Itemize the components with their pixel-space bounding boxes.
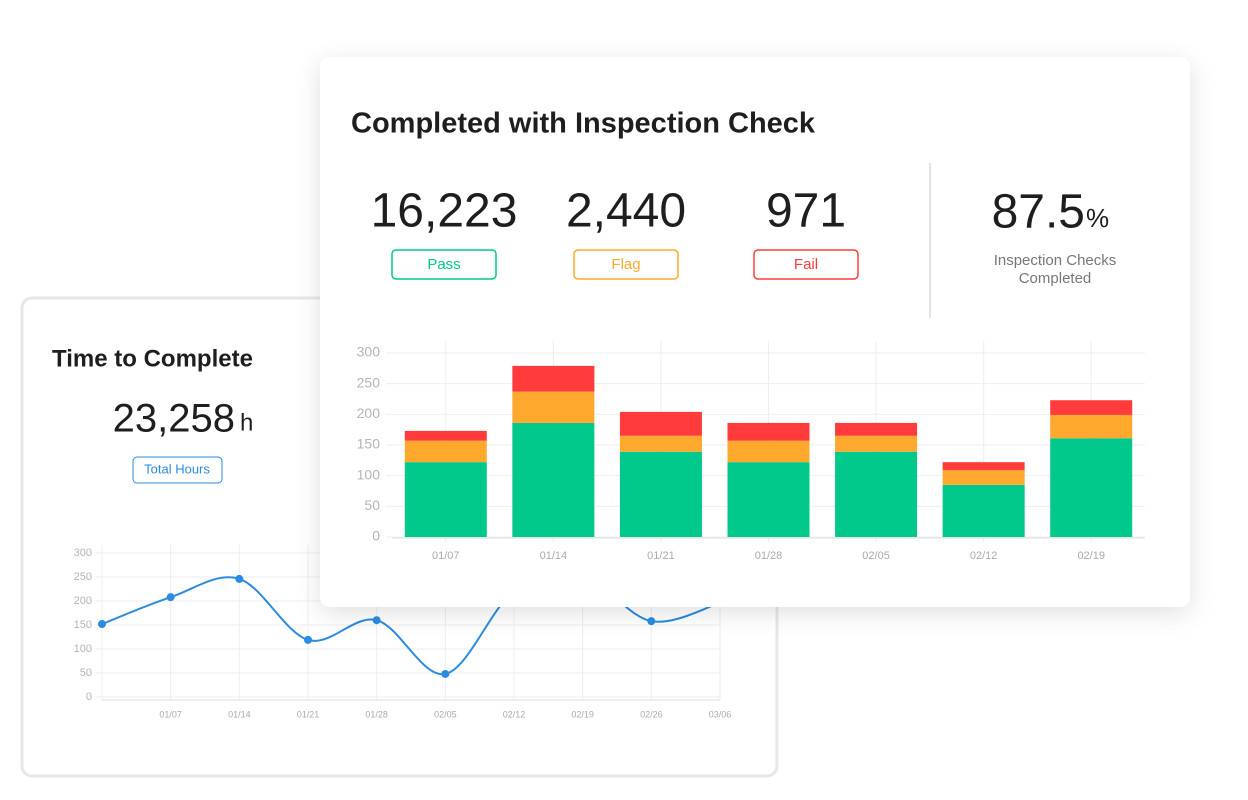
point — [235, 574, 244, 583]
x-tick-label: 02/12 — [503, 709, 526, 719]
bar-segment — [835, 422, 918, 436]
y-tick-label: 0 — [372, 528, 380, 544]
x-tick-label: 02/19 — [571, 709, 594, 719]
bar-segment — [512, 422, 595, 537]
bar-segment — [404, 440, 487, 463]
x-tick-label: 01/07 — [432, 550, 460, 562]
stat-value: 971 — [766, 185, 846, 238]
x-tick-label: 01/14 — [228, 709, 251, 719]
legend-label: Flag — [611, 256, 640, 273]
stat-label-box: Inspection Checks Completed — [993, 252, 1117, 287]
y-tick-label: 0 — [86, 691, 92, 703]
legend-badge — [753, 249, 859, 280]
bar-segment — [835, 451, 918, 537]
stat-label: Inspection Checks Completed — [993, 252, 1117, 287]
x-tick-label: 02/26 — [640, 709, 663, 719]
y-tick-label: 200 — [74, 595, 92, 607]
bar-segment — [727, 440, 810, 463]
bar-segment — [835, 435, 918, 452]
x-tick-label: 02/05 — [862, 550, 890, 562]
legend-label: Pass — [427, 256, 460, 273]
x-tick-label: 01/21 — [647, 550, 675, 562]
bar-segment — [512, 391, 595, 423]
stat-label: Total Hours — [144, 461, 210, 476]
point — [647, 617, 656, 626]
stat-badge — [132, 456, 223, 484]
card-title: Time to Complete — [52, 345, 253, 372]
bar-segment — [619, 411, 702, 436]
bar-segment — [404, 430, 487, 441]
y-tick-label: 200 — [357, 405, 381, 421]
point — [304, 635, 312, 644]
x-tick-label: 03/06 — [709, 709, 732, 719]
bar-segment — [619, 435, 702, 452]
x-tick-label: 01/28 — [365, 709, 388, 719]
bar-segment — [512, 365, 595, 392]
bar-segment — [942, 470, 1025, 485]
y-tick-label: 150 — [357, 436, 381, 452]
y-tick-label: 250 — [357, 374, 381, 390]
stat-value: 23,258 — [113, 397, 235, 441]
x-tick-label: 02/05 — [434, 709, 457, 719]
bar-segment — [404, 462, 487, 537]
stat-value: 87.5 — [992, 186, 1085, 239]
bar-segment — [1050, 400, 1133, 415]
y-tick-label: 100 — [357, 466, 381, 482]
bar-segment — [1050, 438, 1133, 537]
y-tick-label: 50 — [364, 497, 380, 513]
legend-badge — [573, 249, 679, 280]
point — [166, 593, 175, 602]
point — [372, 616, 381, 625]
stat-unit: % — [1086, 203, 1109, 233]
x-tick-label: 02/19 — [1077, 550, 1105, 562]
y-tick-label: 300 — [74, 547, 92, 559]
stat-value: 2,440 — [566, 185, 686, 238]
inspection-card: Completed with Inspection Check 87.5 % I… — [320, 57, 1190, 607]
card-title: Completed with Inspection Check — [351, 108, 816, 140]
bar-segment — [619, 451, 702, 537]
x-tick-label: 01/14 — [540, 550, 568, 562]
bar-segment — [942, 484, 1025, 537]
point — [98, 620, 106, 629]
x-tick-label: 01/07 — [159, 709, 182, 719]
y-tick-label: 300 — [357, 344, 381, 360]
x-tick-label: 02/12 — [970, 550, 998, 562]
y-tick-label: 150 — [74, 619, 92, 631]
stat-value: 16,223 — [371, 185, 518, 238]
legend-label: Fail — [794, 256, 818, 273]
y-tick-label: 250 — [74, 571, 92, 583]
bar-segment — [727, 422, 810, 441]
y-tick-label: 100 — [74, 643, 92, 655]
point — [441, 669, 450, 678]
bar-segment — [1050, 414, 1133, 439]
bar-segment — [942, 462, 1025, 471]
legend-badge — [391, 249, 497, 280]
bar-segment — [727, 462, 810, 537]
x-tick-label: 01/21 — [297, 709, 320, 719]
y-tick-label: 50 — [80, 667, 92, 679]
stat-unit: h — [240, 409, 253, 436]
x-tick-label: 01/28 — [755, 550, 783, 562]
